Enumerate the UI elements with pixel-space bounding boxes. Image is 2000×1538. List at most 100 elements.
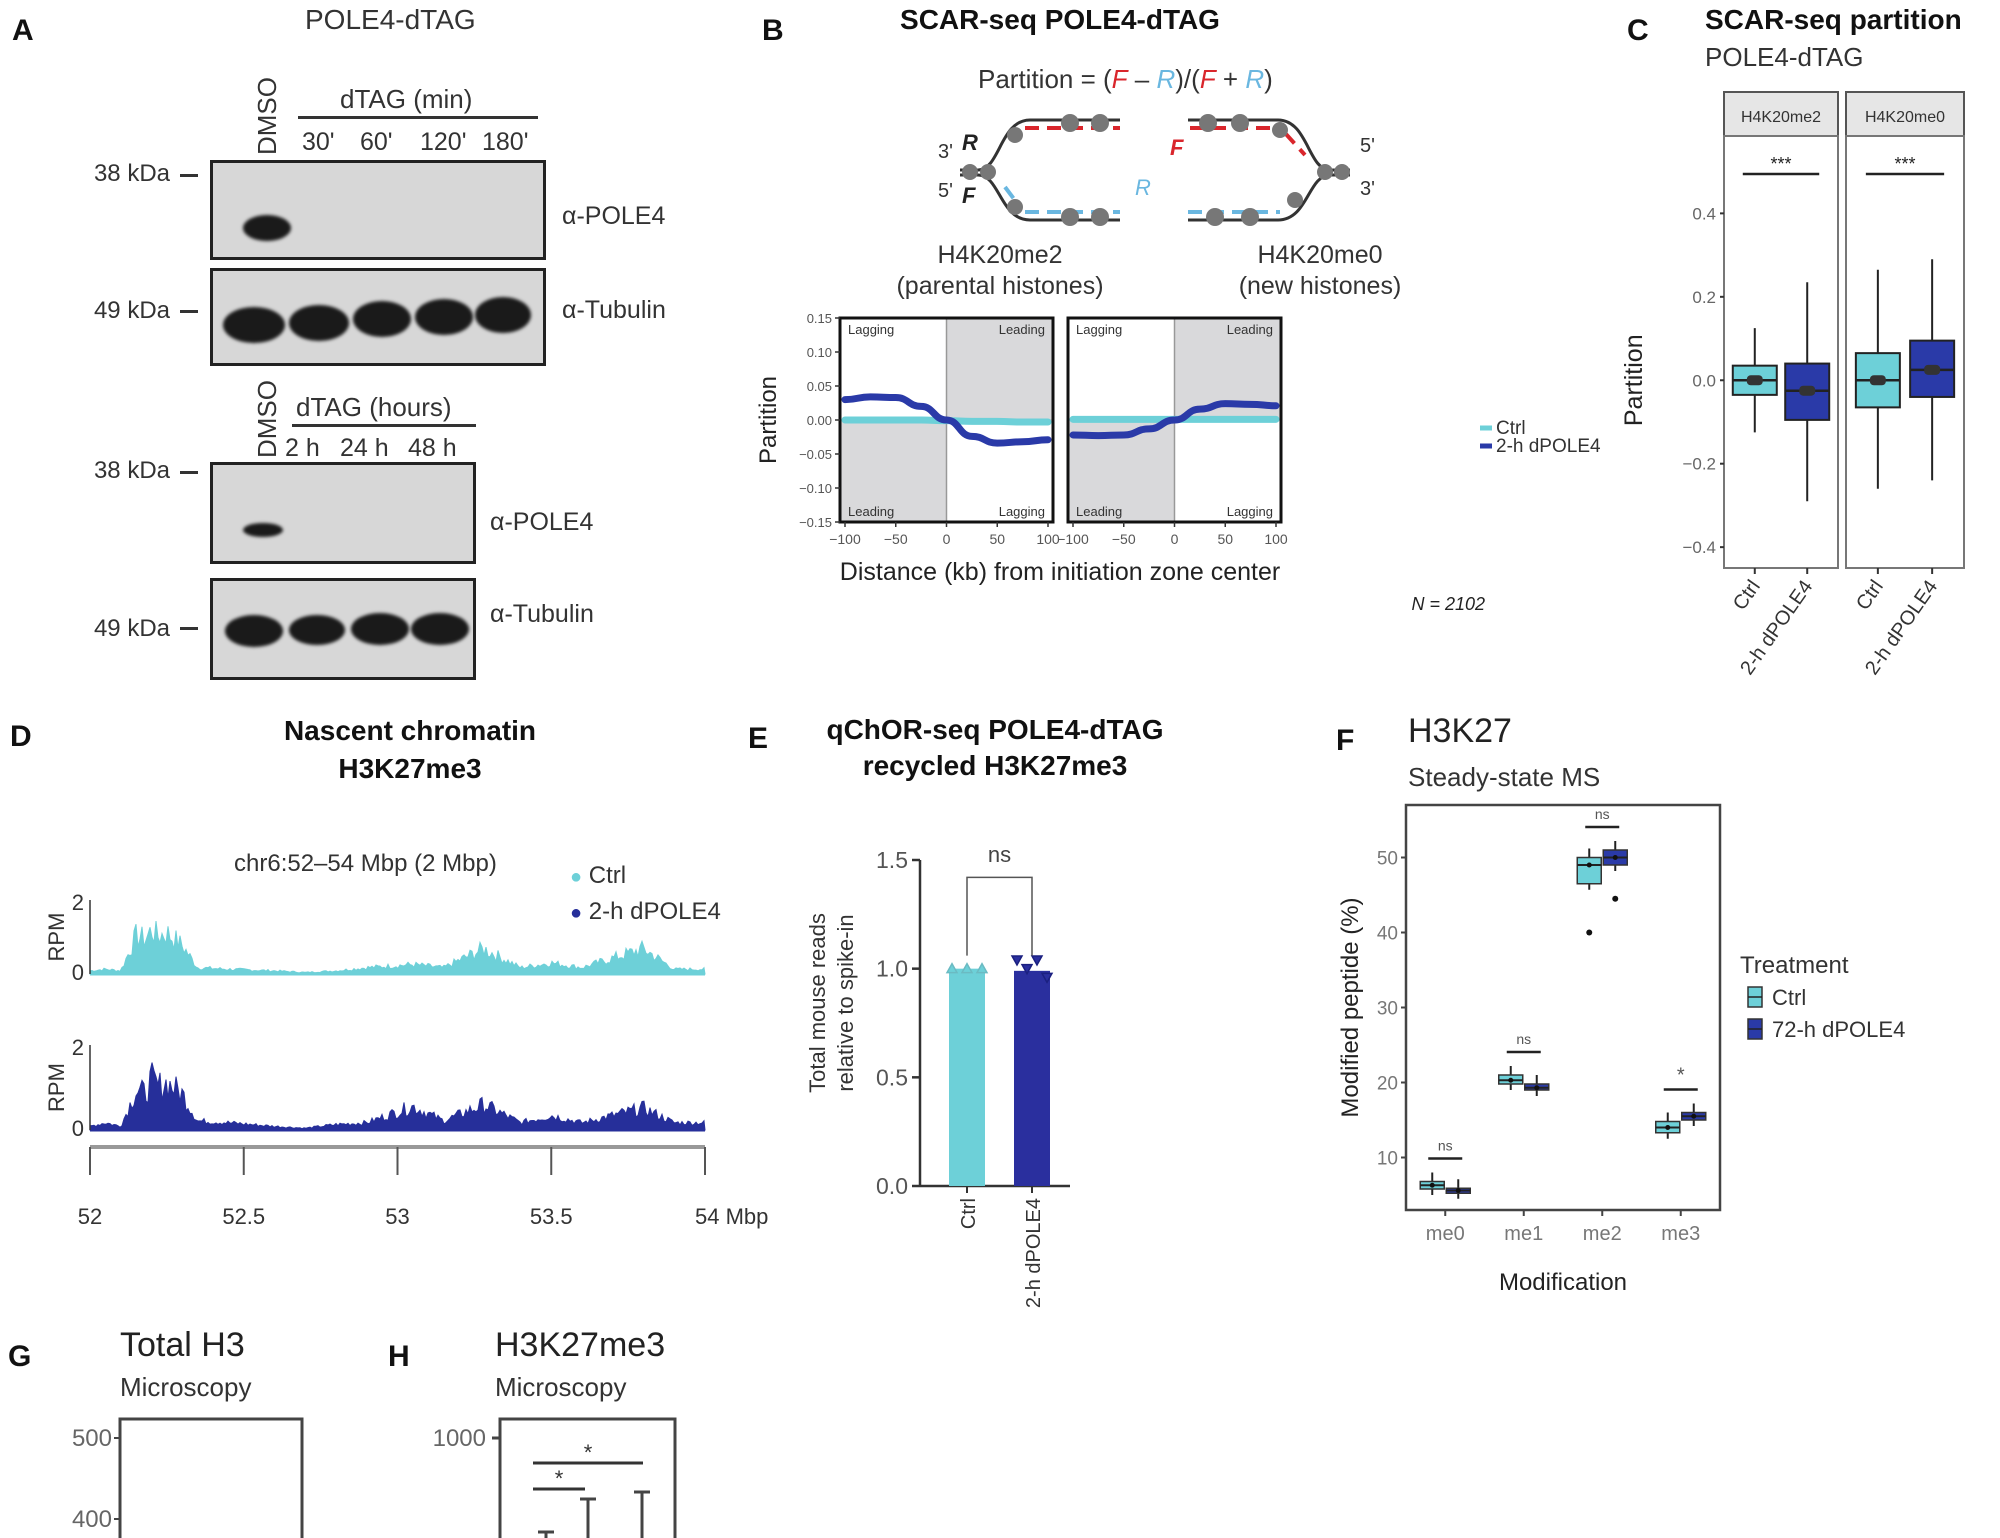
panel-label-c: C — [1627, 14, 1649, 47]
x-tick-label: −50 — [1112, 531, 1136, 547]
corner-label: Leading — [1076, 504, 1122, 519]
genomic-region-label: chr6:52–54 Mbp (2 Mbp) — [234, 850, 497, 877]
blot2-tubulin-membrane — [210, 578, 476, 680]
y-tick-label: 0.00 — [807, 413, 832, 428]
legend-dpole4: ● 2-h dPOLE4 — [570, 898, 721, 926]
nucleosome-icon — [1061, 208, 1079, 226]
title-line: Nascent chromatin — [283, 715, 537, 746]
marker-tick — [180, 310, 198, 313]
marker-tick — [180, 174, 198, 177]
y-tick-label: 50 — [1377, 849, 1398, 870]
blot2-lane-48h: 48 h — [408, 434, 457, 462]
blot1-marker-49: 49 kDa — [93, 297, 170, 324]
plot-frame — [498, 1417, 677, 1538]
subplot-title-h4k20me0: H4K20me0 (new histones) — [1100, 240, 1540, 302]
subplot-title-line: H4K20me2 — [937, 241, 1063, 269]
data-point — [1586, 862, 1592, 868]
significance-label: ns — [1516, 1031, 1531, 1047]
legend-label: Ctrl — [588, 862, 627, 889]
y-tick-label: 2 — [72, 890, 84, 915]
band-tubulin — [289, 305, 349, 341]
diagram-label: R — [1135, 175, 1151, 200]
panel-e-title: qChOR-seq POLE4-dTAG recycled H3K27me3 — [795, 712, 1195, 784]
bar-ctrl — [949, 968, 985, 1186]
plot-frame — [1723, 135, 1839, 569]
blot1-header-line — [298, 116, 538, 119]
blot1-treatment-header: dTAG (min) — [340, 84, 473, 114]
x-tick-label: me3 — [1661, 1223, 1700, 1245]
panel-f-title: H3K27 — [1408, 712, 1512, 750]
x-tick-label: 54 Mbp — [695, 1204, 768, 1229]
nucleosome-icon — [1091, 114, 1109, 132]
strand — [960, 173, 1120, 222]
x-axis-label: Distance (kb) from initiation zone cente… — [840, 558, 1280, 586]
plot-frame — [1404, 803, 1722, 1212]
y-tick-label: 1.5 — [876, 847, 908, 873]
x-tick-label: 100 — [1036, 531, 1060, 547]
y-tick-label: 2 — [72, 1035, 84, 1060]
subplot-title-h4k20me2: H4K20me2 (parental histones) — [870, 240, 1130, 302]
band-tubulin — [289, 615, 345, 645]
formula-text: + — [1215, 64, 1246, 94]
significance-label: * — [1677, 1065, 1685, 1087]
chart-g: 500 400 — [72, 1417, 304, 1538]
box — [1576, 856, 1602, 885]
title-line: qChOR-seq POLE4-dTAG — [826, 714, 1164, 745]
blot1-marker-38: 38 kDa — [93, 160, 170, 187]
x-tick-label: Ctrl — [1729, 576, 1765, 614]
y-axis-label: relative to spike-in — [833, 914, 858, 1091]
blot2-lane-24h: 24 h — [340, 434, 389, 462]
nucleosome-icon — [1241, 208, 1259, 226]
diagram-label: 5' — [1360, 135, 1375, 157]
plot-frame — [118, 1417, 304, 1538]
x-tick-label: Ctrl — [958, 1198, 980, 1229]
panel-label-b: B — [762, 14, 784, 47]
band-tubulin — [225, 615, 283, 647]
corner-label: Leading — [1227, 322, 1273, 337]
y-tick-label: 0.05 — [807, 379, 832, 394]
band-tubulin — [351, 613, 409, 645]
diagram-label: F — [1170, 135, 1184, 160]
y-tick-label: 20 — [1377, 1074, 1398, 1095]
y-tick-label: 0 — [72, 1116, 84, 1141]
legend-label: 72-h dPOLE4 — [1772, 1017, 1905, 1042]
band-tubulin — [411, 613, 469, 645]
nucleosome-icon — [1206, 208, 1224, 226]
subplot-title-line: H4K20me0 — [1257, 241, 1383, 269]
panel-label-e: E — [748, 722, 769, 755]
diagram-label: R — [962, 130, 978, 155]
shade-region — [946, 318, 1053, 420]
outlier-point — [1586, 929, 1593, 936]
corner-label: Lagging — [999, 504, 1045, 519]
y-tick-label: 0.5 — [876, 1064, 908, 1090]
facet-label: H4K20me0 — [1865, 109, 1945, 126]
x-axis-label: Modification — [1499, 1269, 1627, 1296]
y-tick-label: 40 — [1377, 924, 1398, 945]
x-tick-label: 53.5 — [530, 1204, 573, 1229]
blot1-antibody-tubulin: α-Tubulin — [562, 296, 666, 324]
y-tick-label: −0.10 — [799, 481, 832, 496]
x-tick-label: 52 — [78, 1204, 102, 1229]
series-line-dpole4 — [1069, 400, 1280, 440]
coverage-track-ctrl — [89, 920, 706, 975]
panel-a-title: POLE4-dTAG — [305, 4, 476, 35]
data-point — [1030, 955, 1044, 967]
chart-f: 10 20 30 40 50 me0 ns me1 ns me2 ns me3 * Modified pe… — [1337, 803, 1905, 1296]
significance-label: * — [555, 1466, 564, 1491]
reverse-strand — [1003, 185, 1022, 209]
data-point — [1691, 1113, 1697, 1119]
panel-g-title: Total H3 — [120, 1326, 245, 1364]
x-tick-label: 53 — [385, 1204, 409, 1229]
y-axis-label: RPM — [44, 1063, 69, 1112]
y-tick-label: 500 — [72, 1425, 112, 1452]
panel-d-title: Nascent chromatin H3K27me3 — [230, 712, 590, 788]
panel-h-title: H3K27me3 — [495, 1326, 666, 1364]
facet-label: H4K20me2 — [1741, 109, 1821, 126]
panel-f-subtitle: Steady-state MS — [1408, 762, 1601, 792]
blot2-lane-2h: 2 h — [285, 434, 320, 462]
median-marker — [1799, 385, 1816, 396]
y-tick-label: −0.4 — [1682, 538, 1716, 557]
series-line-dpole4 — [841, 393, 1052, 447]
facet-strip — [1723, 91, 1839, 137]
